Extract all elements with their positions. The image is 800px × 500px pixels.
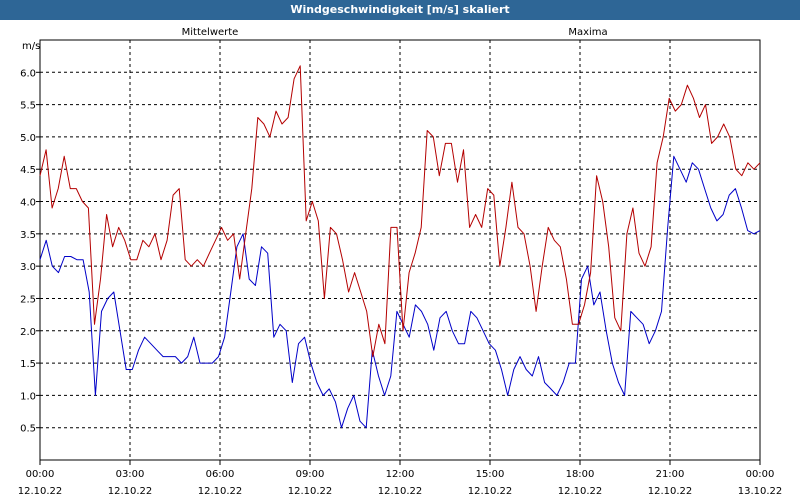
y-tick-label: 5.5 <box>20 101 36 112</box>
y-tick-label: 2.5 <box>20 294 36 305</box>
series-line-mittelwerte <box>39 155 761 429</box>
x-tick-date-label: 12.10.22 <box>558 486 603 497</box>
y-tick-label: 2.0 <box>20 327 36 338</box>
y-tick-label: 5.0 <box>20 133 36 144</box>
x-tick-time-label: 00:00 <box>746 469 775 480</box>
x-tick-time-label: 12:00 <box>386 469 415 480</box>
x-axis-ticks: 00:00 12.10.22 03:00 12.10.22 06:00 12.10.22 0… <box>18 460 783 497</box>
x-tick-date-label: 12.10.22 <box>378 486 423 497</box>
x-tick-time-label: 03:00 <box>116 469 145 480</box>
x-tick-time-label: 21:00 <box>656 469 685 480</box>
x-tick-date-label: 12.10.22 <box>198 486 243 497</box>
legend-mittelwerte: Mittelwerte <box>182 27 239 38</box>
y-tick-label: 6.0 <box>20 68 36 79</box>
y-tick-label: 3.0 <box>20 262 36 273</box>
x-tick-date-label: 13.10.22 <box>738 486 783 497</box>
y-tick-label: 3.5 <box>20 230 36 241</box>
x-tick-time-label: 18:00 <box>566 469 595 480</box>
series-line-maxima <box>39 65 761 358</box>
y-axis-ticks: 0.5 1.0 1.5 2.0 2.5 3.0 3.5 4.0 4.5 5.0 5.5 6.0 <box>20 68 40 435</box>
x-tick-date-label: 12.10.22 <box>648 486 693 497</box>
x-tick-time-label: 06:00 <box>206 469 235 480</box>
legend-maxima: Maxima <box>568 27 607 38</box>
x-tick-date-label: 12.10.22 <box>288 486 333 497</box>
chart-title: Windgeschwindigkeit [m/s] skaliert <box>0 0 800 20</box>
y-tick-label: 0.5 <box>20 424 36 435</box>
x-tick-time-label: 09:00 <box>296 469 325 480</box>
x-tick-time-label: 00:00 <box>26 469 55 480</box>
x-tick-date-label: 12.10.22 <box>108 486 153 497</box>
y-tick-label: 4.5 <box>20 165 36 176</box>
grid-lines <box>40 40 760 460</box>
y-tick-label: 4.0 <box>20 198 36 209</box>
y-axis-unit-label: m/s <box>22 41 40 52</box>
data-series <box>39 65 761 429</box>
x-tick-time-label: 15:00 <box>476 469 505 480</box>
x-tick-date-label: 12.10.22 <box>468 486 513 497</box>
x-tick-date-label: 12.10.22 <box>18 486 63 497</box>
y-tick-label: 1.5 <box>20 359 36 370</box>
y-tick-label: 1.0 <box>20 391 36 402</box>
